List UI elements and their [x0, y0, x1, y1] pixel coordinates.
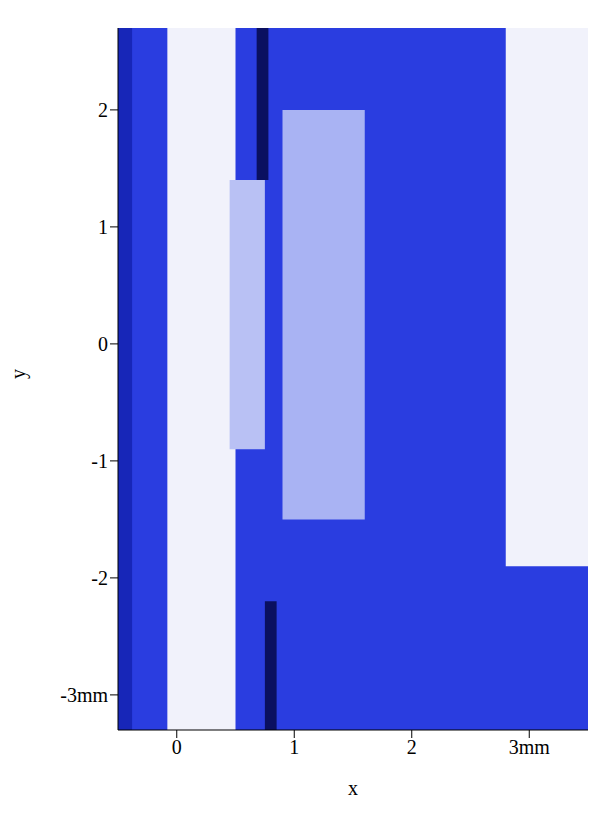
svg-text:0: 0 [98, 333, 108, 355]
svg-text:1: 1 [289, 736, 299, 758]
svg-text:2: 2 [98, 99, 108, 121]
svg-text:0: 0 [172, 736, 182, 758]
svg-text:3mm: 3mm [509, 736, 551, 758]
svg-text:1: 1 [98, 216, 108, 238]
svg-text:-3mm: -3mm [60, 684, 108, 706]
svg-text:-2: -2 [91, 567, 108, 589]
svg-text:x: x [348, 777, 358, 799]
svg-text:-1: -1 [91, 450, 108, 472]
svg-text:2: 2 [407, 736, 417, 758]
svg-text:y: y [7, 369, 30, 379]
